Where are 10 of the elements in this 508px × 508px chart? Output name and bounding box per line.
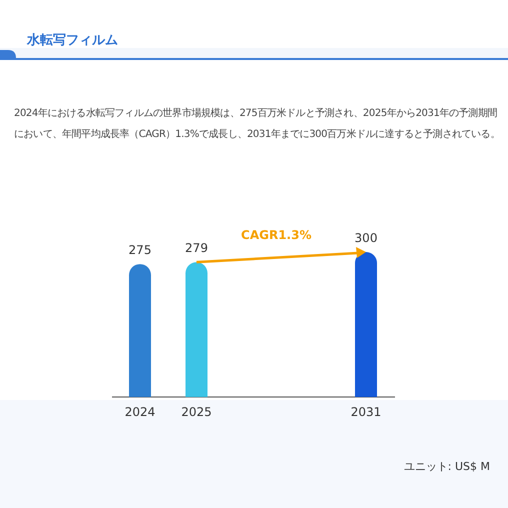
data-label: 279 xyxy=(185,241,208,256)
chart-title: 水転写フィルム xyxy=(26,33,118,48)
x-tick-label: 2031 xyxy=(350,405,382,419)
x-tick-label: 2025 xyxy=(181,405,212,419)
x-tick-label: 2024 xyxy=(124,405,156,419)
data-label: 300 xyxy=(354,231,378,245)
text: CAGR1.3% xyxy=(241,228,312,242)
chart-subtitle: 2024年における水転写フィルムの世界市場規模は、275百万米ドルと予測され、2025年から2031年の予測期間において、年間平均成長率（CAGR）1.3%で成長し、2031年までに300百万米ドルに達すると予測されている。 xyxy=(14,106,501,142)
data-label: 275 xyxy=(128,243,152,258)
text: ユニット: US$ M xyxy=(404,460,490,473)
